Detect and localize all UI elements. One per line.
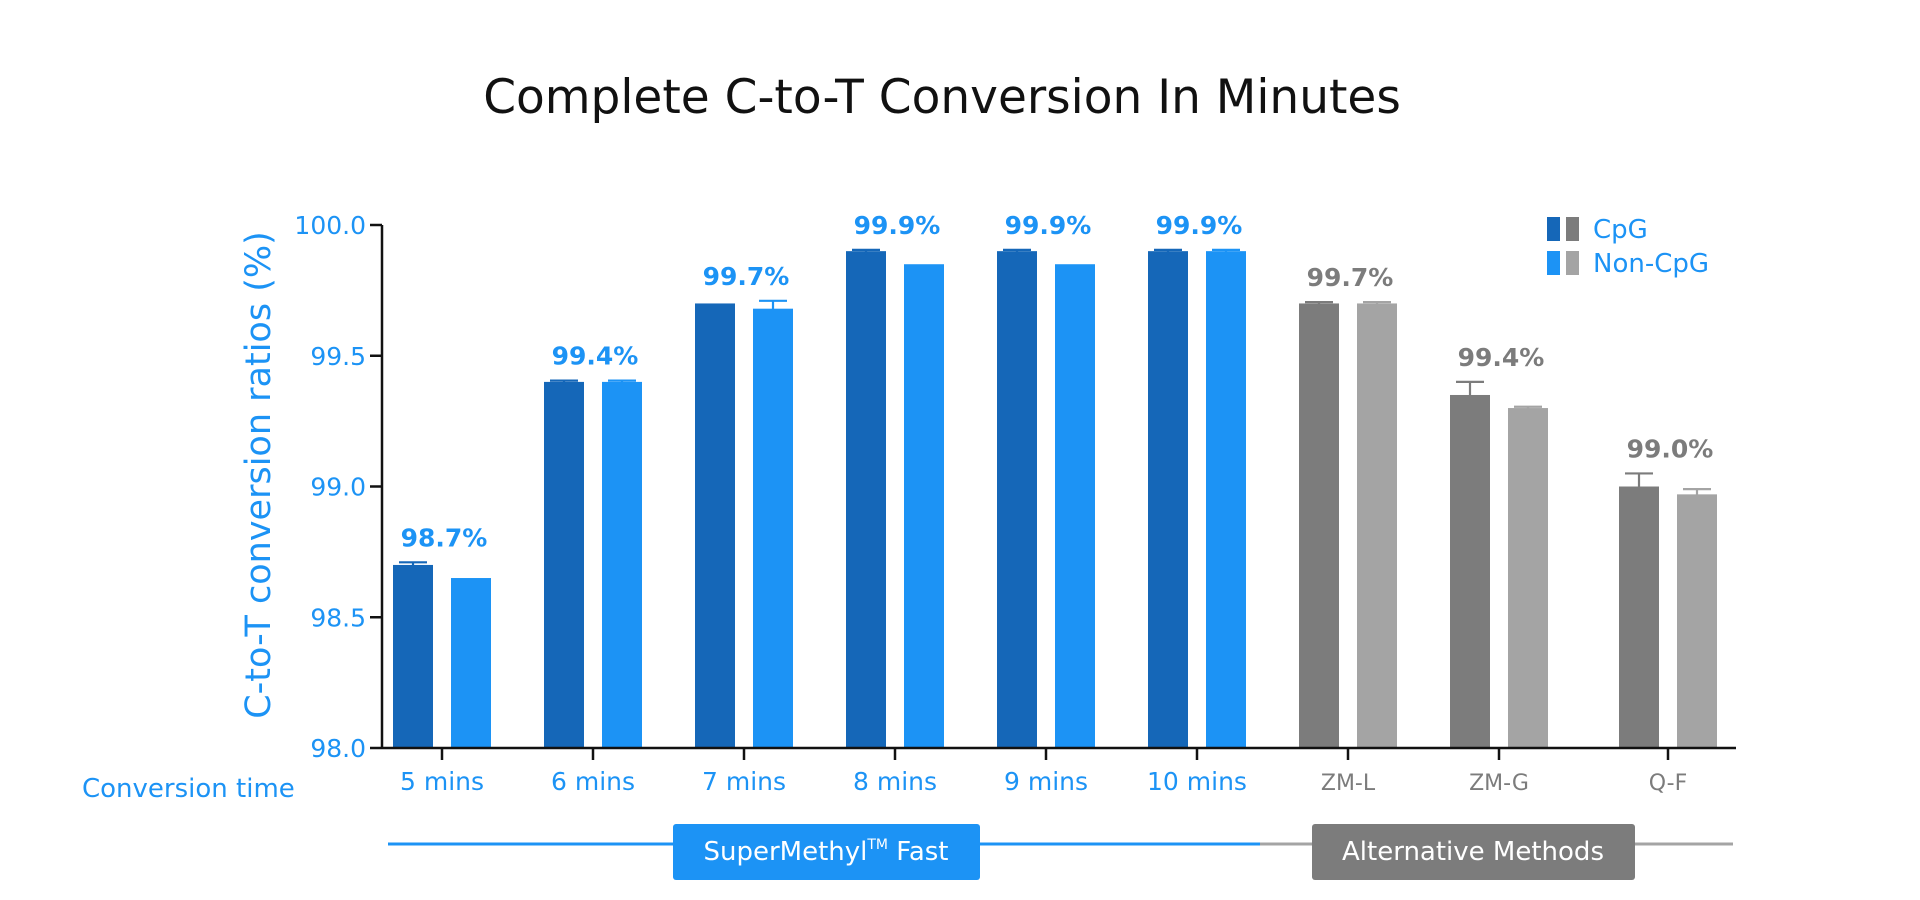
legend-swatch-gray [1566, 217, 1579, 241]
alternative-group-box [1312, 824, 1635, 880]
error-bar-non-cpg-6-mins [608, 379, 636, 385]
data-label-9-mins: 99.9% [1005, 211, 1092, 240]
bar-cpg-8-mins [846, 251, 886, 748]
data-labels-layer: 98.7% 99.4% 99.7% 99.9% 99.9% 99.9% 99.7% 99.4%… [401, 211, 1714, 552]
legend-swatch-blue [1547, 217, 1560, 241]
error-bars-layer [399, 248, 1711, 569]
supermethyl-group-label: SuperMethylTM Fast [703, 837, 948, 867]
y-tick-label: 100.0 [294, 211, 366, 240]
error-bar-non-cpg-q-f [1683, 488, 1711, 501]
data-label-5-mins: 98.7% [401, 523, 488, 552]
x-tick-label-zm-l: ZM-L [1321, 771, 1376, 796]
bar-non-cpg-q-f [1677, 494, 1717, 748]
x-tick-label-5-mins: 5 mins [400, 767, 484, 796]
supermethyl-group-box [673, 824, 980, 880]
x-tick-label-zm-g: ZM-G [1469, 771, 1529, 796]
axes-layer: 98.0 98.5 99.0 99.5 100.0 5 mins 6 mins 7 mins 8… [294, 211, 1736, 796]
legend-label: CpG [1593, 215, 1648, 245]
y-tick-label: 99.5 [310, 342, 366, 371]
data-label-7-mins: 99.7% [703, 262, 790, 291]
error-bar-cpg-5-mins [399, 561, 427, 569]
data-label-q-f: 99.0% [1627, 434, 1714, 463]
x-tick-label-10-mins: 10 mins [1147, 767, 1247, 796]
alternative-group-label: Alternative Methods [1342, 837, 1604, 867]
error-bar-cpg-zm-g [1456, 380, 1484, 410]
chart-title: Complete C-to-T Conversion In Minutes [483, 70, 1401, 125]
y-tick-label: 99.0 [310, 473, 366, 502]
error-bar-cpg-6-mins [550, 379, 578, 385]
legend-swatch-gray [1566, 251, 1579, 275]
error-bar-non-cpg-10-mins [1212, 248, 1240, 255]
bar-cpg-9-mins [997, 251, 1037, 748]
bar-cpg-7-mins [695, 303, 735, 748]
error-bar-cpg-9-mins [1003, 248, 1031, 255]
x-tick-label-q-f: Q-F [1649, 771, 1688, 796]
bar-non-cpg-5-mins [451, 578, 491, 748]
bar-cpg-6-mins [544, 381, 584, 748]
bar-cpg-zm-g [1450, 394, 1490, 748]
bar-cpg-q-f [1619, 486, 1659, 748]
legend-swatch-blue [1547, 251, 1560, 275]
legend: CpG Non-CpG [1547, 215, 1709, 279]
y-axis-title: C-to-T conversion ratios (%) [239, 231, 279, 719]
error-bar-cpg-zm-l [1305, 301, 1333, 307]
y-tick-label: 98.5 [310, 603, 366, 632]
bar-cpg-5-mins [393, 564, 433, 748]
error-bar-non-cpg-zm-g [1514, 405, 1542, 412]
method-groups: SuperMethylTM Fast Alternative Methods [388, 824, 1733, 880]
bar-cpg-10-mins [1148, 251, 1188, 748]
x-tick-label-8-mins: 8 mins [853, 767, 937, 796]
data-label-6-mins: 99.4% [552, 342, 639, 371]
bar-non-cpg-zm-l [1357, 303, 1397, 748]
x-tick-label-6-mins: 6 mins [551, 767, 635, 796]
data-label-10-mins: 99.9% [1156, 211, 1243, 240]
bar-cpg-zm-l [1299, 303, 1339, 748]
error-bar-non-cpg-7-mins [759, 299, 787, 318]
legend-item-cpg: CpG [1547, 215, 1648, 245]
error-bar-non-cpg-zm-l [1363, 301, 1391, 307]
error-bar-cpg-10-mins [1154, 248, 1182, 255]
legend-item-non-cpg: Non-CpG [1547, 249, 1709, 279]
bar-non-cpg-10-mins [1206, 251, 1246, 748]
error-bar-cpg-q-f [1625, 472, 1653, 501]
x-axis-caption: Conversion time [82, 774, 295, 804]
legend-label: Non-CpG [1593, 249, 1709, 279]
y-tick-label: 98.0 [310, 734, 366, 763]
data-label-8-mins: 99.9% [854, 211, 941, 240]
bar-non-cpg-7-mins [753, 308, 793, 748]
bar-non-cpg-zm-g [1508, 408, 1548, 748]
data-label-zm-l: 99.7% [1307, 263, 1394, 292]
x-tick-label-7-mins: 7 mins [702, 767, 786, 796]
bar-non-cpg-8-mins [904, 264, 944, 748]
bar-non-cpg-6-mins [602, 381, 642, 748]
x-tick-label-9-mins: 9 mins [1004, 767, 1088, 796]
data-label-zm-g: 99.4% [1458, 343, 1545, 372]
bar-non-cpg-9-mins [1055, 264, 1095, 748]
error-bar-cpg-8-mins [852, 248, 880, 255]
bars-layer [393, 251, 1717, 748]
